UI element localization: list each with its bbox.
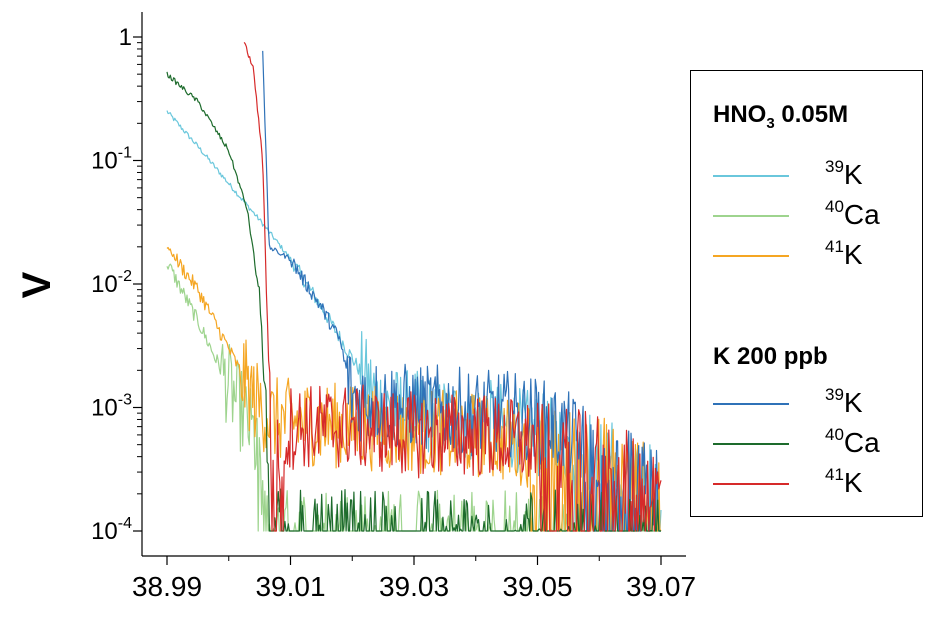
legend-entry-hno3-40ca: 40Ca (713, 197, 913, 233)
series-line-k200-40ca (166, 71, 661, 532)
legend-text: K (843, 159, 863, 190)
x-tick-label: 39.05 (502, 571, 572, 602)
y-axis-title: V (15, 271, 59, 298)
y-tick-label: 10-1 (91, 145, 132, 175)
y-tick-label: 1 (119, 24, 132, 51)
legend: HNO3 0.05M 39K 40Ca 41K K 200 ppb 39K 40… (690, 70, 923, 517)
legend-text: Ca (843, 427, 880, 458)
legend-swatch (713, 175, 789, 177)
legend-entry-k200-40ca: 40Ca (713, 425, 913, 461)
legend-group-title-k200: K 200 ppb (713, 343, 828, 371)
y-tick-label: 10-4 (91, 515, 132, 545)
legend-sup: 40 (825, 197, 844, 216)
series-line-k200-41k (243, 41, 662, 532)
legend-swatch (713, 443, 789, 445)
legend-swatch (713, 403, 789, 405)
y-tick-label: 10-2 (91, 268, 132, 298)
legend-sup: 41 (825, 237, 844, 256)
legend-sup: 39 (825, 157, 844, 176)
legend-group-title-hno3: HNO3 0.05M (713, 101, 849, 132)
x-tick-label: 39.01 (255, 571, 325, 602)
legend-title-main: HNO (713, 101, 767, 128)
legend-text: K (843, 239, 863, 270)
y-tick-label: 10-3 (91, 392, 132, 422)
legend-label: 41K (825, 465, 863, 499)
legend-sup: 40 (825, 425, 844, 444)
legend-text: K (843, 467, 863, 498)
legend-title-sub: 3 (766, 115, 775, 132)
x-tick-label: 38.99 (132, 571, 202, 602)
legend-sup: 39 (825, 385, 844, 404)
legend-title-rest: 0.05M (774, 101, 849, 128)
legend-entry-hno3-41k: 41K (713, 237, 913, 273)
plot-area (166, 41, 662, 532)
x-tick-label: 39.07 (626, 571, 696, 602)
legend-label: 40Ca (825, 425, 880, 459)
axes: 1 10-1 10-2 10-3 10-438.99 39.01 39.03 39.05 39.… (15, 12, 696, 602)
legend-entry-hno3-39k: 39K (713, 157, 913, 193)
legend-label: 39K (825, 157, 863, 191)
x-tick-label: 39.03 (379, 571, 449, 602)
legend-label: 40Ca (825, 197, 880, 231)
legend-sup: 41 (825, 465, 844, 484)
legend-label: 41K (825, 237, 863, 271)
legend-entry-k200-39k: 39K (713, 385, 913, 421)
legend-text: K (843, 387, 863, 418)
legend-entry-k200-41k: 41K (713, 465, 913, 501)
legend-text: Ca (843, 199, 880, 230)
legend-title-main: K 200 ppb (713, 343, 828, 370)
legend-swatch (713, 255, 789, 257)
legend-label: 39K (825, 385, 863, 419)
legend-swatch (713, 483, 789, 485)
legend-swatch (713, 215, 789, 217)
